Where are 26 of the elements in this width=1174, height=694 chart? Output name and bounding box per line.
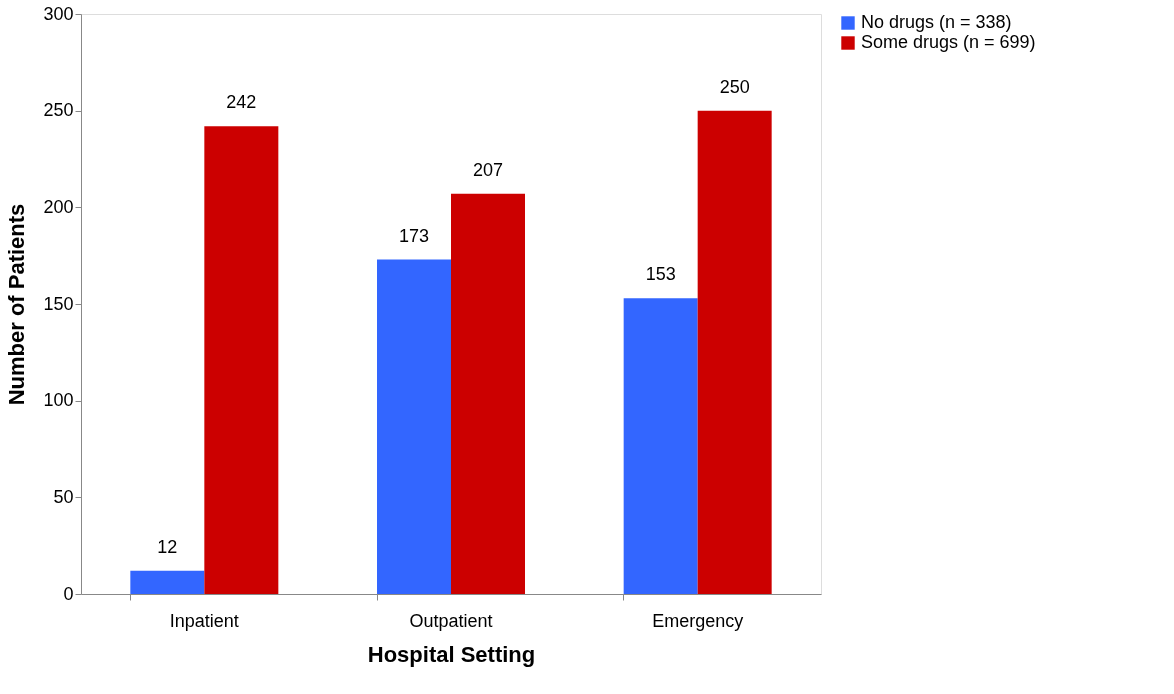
- y-tick-label: 50: [53, 486, 74, 507]
- y-tick-label: 250: [43, 100, 74, 121]
- y-axis-title: Number of Patients: [4, 203, 30, 406]
- data-label: 242: [226, 92, 257, 113]
- y-tick-label: 100: [43, 390, 74, 411]
- legend-label: No drugs (n = 338): [861, 12, 1012, 32]
- bar: [377, 259, 451, 594]
- y-tick-label: 0: [63, 583, 74, 604]
- data-label: 207: [472, 159, 504, 180]
- data-label: 12: [157, 536, 178, 557]
- legend-label: Some drugs (n = 699): [861, 32, 1036, 52]
- y-tick-label: 300: [43, 3, 74, 24]
- y-tick-label: 200: [43, 196, 74, 217]
- bar: [451, 193, 525, 594]
- x-tick-label: Inpatient: [169, 610, 239, 631]
- y-tick-label: 150: [43, 293, 74, 314]
- bar: [204, 126, 279, 594]
- x-axis-title: Hospital Setting: [367, 641, 536, 667]
- x-tick-label: Emergency: [652, 610, 744, 631]
- data-label: 173: [398, 225, 430, 246]
- x-tick-label: Outpatient: [409, 610, 493, 631]
- bar: [623, 298, 698, 594]
- bar: [130, 570, 205, 594]
- data-label: 250: [719, 76, 750, 97]
- bar: [697, 110, 772, 594]
- data-label: 153: [645, 264, 676, 285]
